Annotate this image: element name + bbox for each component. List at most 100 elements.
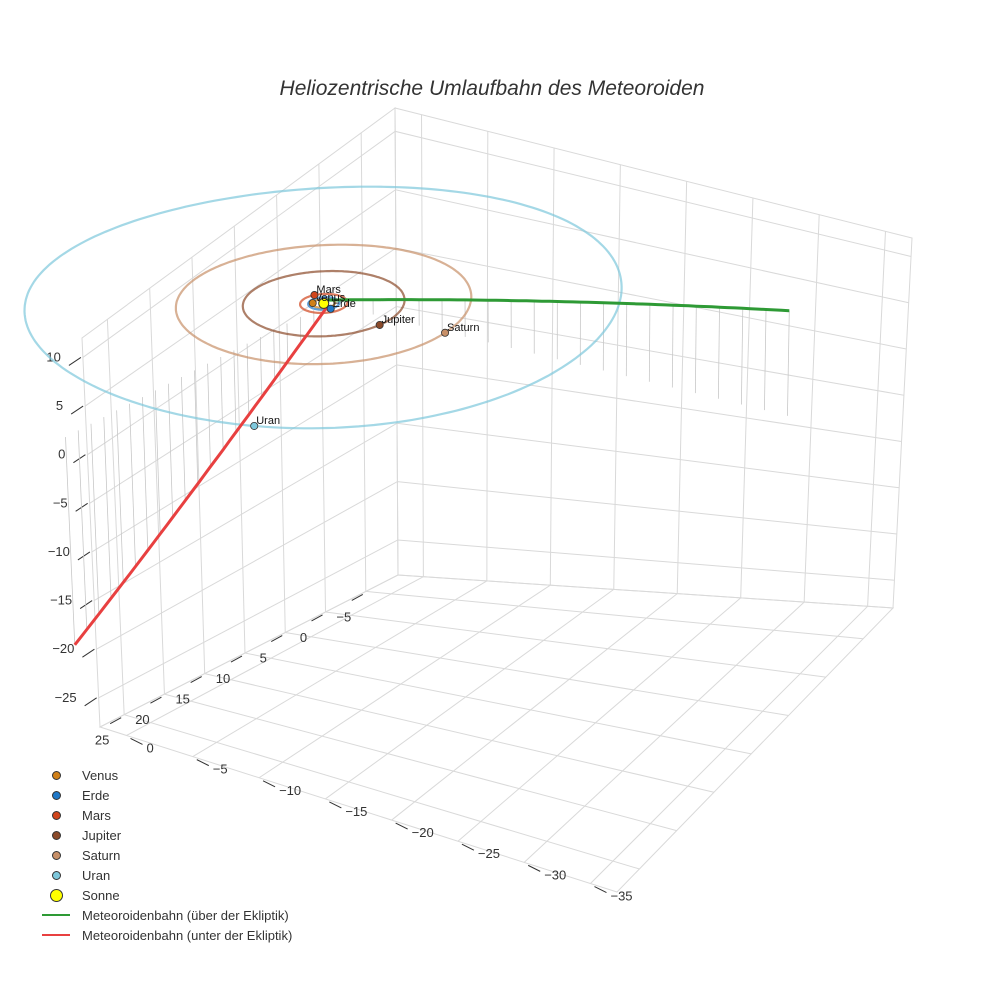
grid-line-y — [285, 632, 789, 716]
planet-label-uran: Uran — [256, 415, 280, 427]
y-tick-label: 15 — [175, 692, 189, 707]
legend-swatch — [40, 925, 72, 945]
z-tick-label: −10 — [48, 544, 70, 559]
legend-label: Meteoroidenbahn (über der Ekliptik) — [82, 907, 289, 923]
orbit-mars — [299, 292, 349, 315]
planet-erde — [326, 304, 335, 313]
grid-line-x — [549, 147, 555, 586]
drop-line — [194, 370, 199, 484]
x-tick-mark — [395, 822, 408, 830]
planet-venus — [308, 299, 317, 308]
legend-dot-swatch — [49, 888, 63, 902]
legend-dot-swatch — [51, 810, 61, 820]
orbit-saturn — [174, 243, 473, 366]
legend-dot-swatch — [51, 830, 61, 840]
grid-line-y — [233, 226, 246, 654]
grid-line-x — [523, 601, 805, 863]
legend-item[interactable]: Saturn — [40, 845, 292, 865]
y-tick-label: 5 — [260, 651, 267, 666]
drop-line — [90, 423, 100, 615]
y-tick-mark — [190, 676, 202, 684]
x-tick-mark — [594, 886, 607, 893]
grid-line-y — [318, 163, 327, 612]
grid-line-x — [486, 131, 489, 581]
grid-line-y — [244, 652, 752, 755]
legend-swatch — [40, 765, 72, 785]
legend-item[interactable]: Meteoroidenbahn (über der Ekliptik) — [40, 905, 292, 925]
drop-line — [220, 357, 224, 450]
x-tick-label: −35 — [610, 889, 632, 904]
grid-line-y — [365, 590, 864, 640]
y-tick-mark — [109, 717, 122, 725]
z-tick-label: −5 — [53, 495, 68, 510]
x-tick-mark — [329, 801, 342, 809]
drop-line — [116, 410, 124, 583]
z-tick-label: 10 — [46, 349, 60, 364]
legend-label: Mars — [82, 807, 111, 823]
legend-item[interactable]: Meteoroidenbahn (unter der Ekliptik) — [40, 925, 292, 945]
legend-label: Sonne — [82, 887, 120, 903]
legend-label: Uran — [82, 867, 111, 883]
tick-labels: −35 −30 −25 −20 −15 −10 −5 0 −5 0 5 10 15 20 25 10 5 0 −5 −… — [46, 349, 632, 903]
legend-item[interactable]: Sonne — [40, 885, 292, 905]
z-tick-mark — [82, 648, 95, 658]
legend-item[interactable]: Mars — [40, 805, 292, 825]
legend-line-swatch — [42, 934, 70, 936]
legend-label: Saturn — [82, 847, 121, 863]
drop-line — [154, 390, 161, 534]
legend-item[interactable]: Erde — [40, 785, 292, 805]
drop-line — [717, 307, 720, 399]
legend-dot-swatch — [51, 770, 61, 780]
drop-line — [671, 305, 674, 388]
y-tick-mark — [351, 593, 364, 601]
drop-line — [129, 403, 136, 567]
legend-dot-swatch — [51, 850, 61, 860]
grid-line-x — [867, 231, 886, 607]
z-tick-label: 5 — [56, 398, 63, 413]
z-tick-mark — [79, 600, 93, 609]
legend-label: Venus — [82, 767, 119, 783]
meteoroid-drop-lines — [65, 299, 790, 645]
drop-line — [233, 350, 237, 433]
y-tick-label: −5 — [336, 609, 351, 624]
legend-item[interactable]: Jupiter — [40, 825, 292, 845]
planet-label-jupiter: Jupiter — [382, 314, 415, 326]
z-tick-mark — [84, 697, 97, 707]
y-tick-label: 0 — [300, 630, 307, 645]
meteoroid-path-above — [327, 298, 790, 313]
drop-line — [259, 336, 263, 398]
y-tick-mark — [150, 696, 162, 704]
grid-line-x — [676, 181, 688, 594]
orbit-uran — [23, 185, 623, 430]
drop-line — [142, 397, 149, 551]
planet-orbits — [23, 185, 623, 430]
legend-swatch — [40, 845, 72, 865]
planet-label-saturn: Saturn — [447, 322, 479, 334]
grid-line-x — [803, 214, 820, 603]
planet-jupiter — [375, 320, 384, 329]
drop-line — [77, 430, 88, 630]
legend: Venus Erde Mars Jupiter Saturn Uran Sonne Meteo… — [40, 765, 292, 945]
drop-line — [741, 308, 744, 405]
legend-label: Erde — [82, 787, 110, 803]
legend-item[interactable]: Uran — [40, 865, 292, 885]
drop-line — [167, 383, 174, 518]
grid-line-z — [96, 481, 897, 650]
grid-line-x — [590, 605, 868, 884]
x-tick-mark — [461, 843, 475, 851]
z-tick-label: 0 — [58, 447, 65, 462]
planet-mars — [310, 291, 319, 300]
y-tick-mark — [271, 635, 283, 642]
z-tick-label: −15 — [50, 593, 72, 608]
grid-line-y — [164, 693, 677, 832]
drop-line — [246, 343, 250, 415]
legend-item[interactable]: Venus — [40, 765, 292, 785]
drop-line — [273, 330, 276, 380]
grid-line-y — [124, 714, 640, 870]
x-tick-mark — [527, 864, 541, 872]
grid-line-y — [325, 611, 826, 678]
grid-line-x — [391, 593, 678, 821]
grid-line-z — [89, 305, 905, 504]
grid-line-z — [82, 130, 912, 358]
